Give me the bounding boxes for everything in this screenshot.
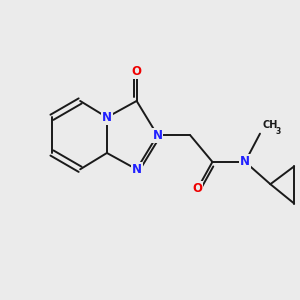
Text: O: O: [132, 65, 142, 78]
Text: 3: 3: [275, 127, 281, 136]
Text: N: N: [152, 129, 162, 142]
Text: N: N: [102, 111, 112, 124]
Text: O: O: [193, 182, 202, 195]
Text: CH: CH: [262, 120, 278, 130]
Text: N: N: [240, 155, 250, 168]
Text: N: N: [132, 163, 142, 176]
